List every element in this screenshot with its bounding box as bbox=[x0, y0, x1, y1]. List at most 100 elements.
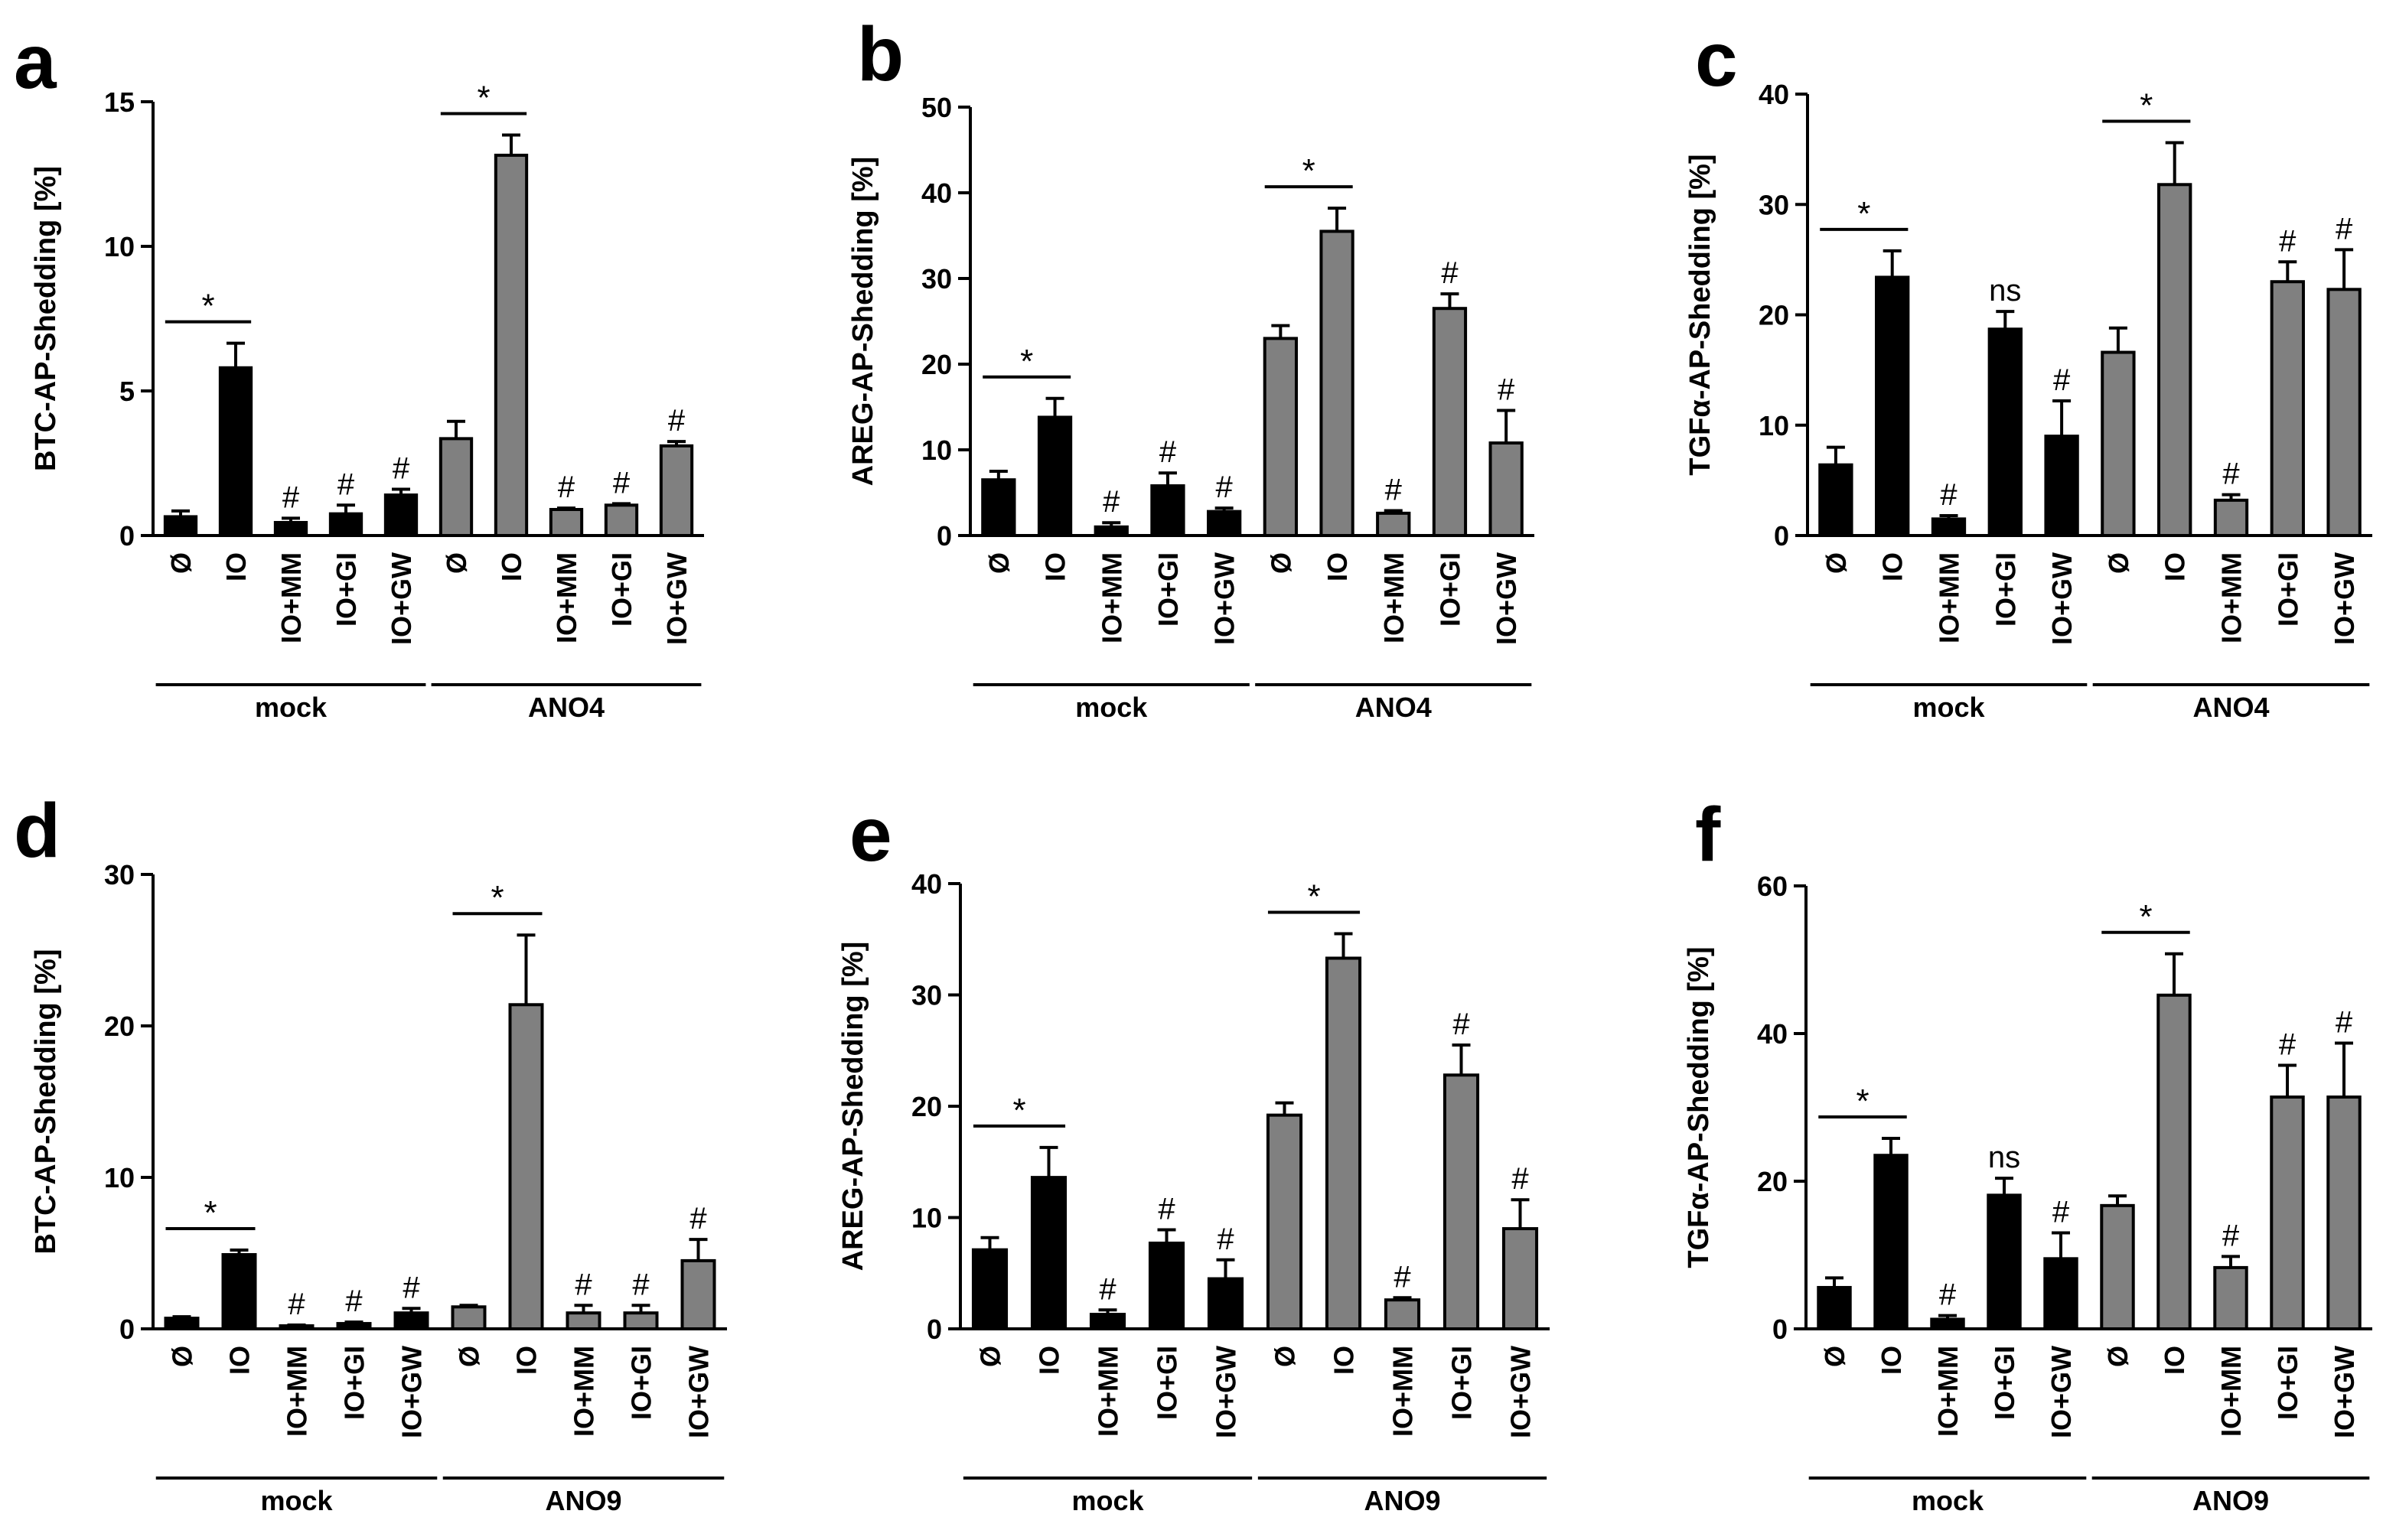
bar-ANO4-4 bbox=[659, 444, 694, 538]
bar-ANO4-4 bbox=[1488, 441, 1524, 537]
category-label: IO bbox=[224, 1346, 256, 1375]
category-label: IO+GI bbox=[331, 552, 362, 627]
bar-ANO4-3 bbox=[604, 503, 639, 537]
y-tick-label: 15 bbox=[104, 86, 135, 118]
significance-mark: # bbox=[1394, 1260, 1411, 1294]
bar-mock-3 bbox=[336, 1322, 372, 1330]
category-label: IO+GW bbox=[2329, 1346, 2360, 1438]
significance-mark: # bbox=[2222, 457, 2240, 491]
category-label: IO+GW bbox=[2329, 552, 2360, 645]
category-label: Ø bbox=[165, 552, 197, 574]
y-tick-label: 30 bbox=[104, 859, 135, 890]
category-label: IO bbox=[2160, 552, 2191, 581]
panel-label: c bbox=[1695, 17, 1738, 103]
bar-ANO9-3 bbox=[2270, 1095, 2305, 1330]
y-tick-label: 20 bbox=[911, 1091, 942, 1122]
panel-label: a bbox=[14, 19, 57, 105]
bar-ANO9-0 bbox=[1266, 1113, 1303, 1330]
panel-a: a 0 5 10 15 BTC-AP-Shedding [%] Ø IO # IO+MM # IO+G… bbox=[14, 19, 704, 723]
y-tick-label: 40 bbox=[921, 177, 952, 209]
bar-ANO9-2 bbox=[566, 1311, 601, 1330]
bar-ANO9-2 bbox=[2213, 1265, 2248, 1331]
significance-mark: # bbox=[1099, 1272, 1117, 1306]
significance-mark: # bbox=[1385, 474, 1403, 507]
significance-mark: # bbox=[345, 1284, 363, 1318]
category-label: IO+GW bbox=[683, 1346, 715, 1438]
bar-ANO9-1 bbox=[2156, 993, 2192, 1330]
group-label-ANO4: ANO4 bbox=[528, 692, 605, 723]
bar-mock-4 bbox=[393, 1311, 429, 1330]
group-label-mock: mock bbox=[255, 692, 328, 723]
y-axis-title: BTC-AP-Shedding [%] bbox=[30, 949, 62, 1255]
y-tick-label: 0 bbox=[119, 520, 135, 552]
bar-ANO9-3 bbox=[1442, 1073, 1480, 1330]
significance-star: * bbox=[2140, 86, 2153, 124]
category-label: IO bbox=[1034, 1346, 1065, 1375]
category-label: Ø bbox=[1819, 1346, 1850, 1367]
significance-mark: # bbox=[632, 1268, 650, 1301]
bar-mock-2 bbox=[273, 520, 308, 537]
category-label: IO bbox=[220, 552, 252, 581]
significance-mark: # bbox=[575, 1268, 592, 1301]
y-tick-label: 20 bbox=[1759, 300, 1789, 331]
category-label: IO+MM bbox=[275, 552, 307, 643]
y-axis-title: AREG-AP-Shedding [%] bbox=[847, 157, 879, 487]
significance-mark: # bbox=[1217, 1223, 1234, 1256]
category-label: IO bbox=[2159, 1346, 2190, 1375]
category-label: IO+MM bbox=[1387, 1346, 1419, 1437]
group-label-mock: mock bbox=[1912, 692, 1985, 723]
y-axis-title: BTC-AP-Shedding [%] bbox=[30, 166, 62, 471]
bar-mock-4 bbox=[1207, 1277, 1244, 1331]
significance-mark: # bbox=[282, 480, 300, 514]
category-label: Ø bbox=[441, 552, 472, 574]
y-tick-label: 30 bbox=[921, 263, 952, 295]
category-label: Ø bbox=[975, 1346, 1006, 1367]
y-tick-label: 10 bbox=[1759, 410, 1789, 441]
significance-mark: # bbox=[1940, 478, 1958, 512]
category-label: IO+GI bbox=[1434, 552, 1465, 627]
significance-mark: # bbox=[1452, 1008, 1470, 1041]
bar-ANO9-1 bbox=[508, 1003, 544, 1331]
category-label: Ø bbox=[167, 1346, 198, 1367]
panel-d: d 0 10 20 30 BTC-AP-Shedding [%] Ø IO # IO+MM # IO+… bbox=[14, 788, 727, 1516]
bar-mock-2 bbox=[279, 1324, 315, 1331]
bar-mock-4 bbox=[383, 493, 419, 538]
significance-mark: ns bbox=[1989, 274, 2021, 308]
bar-ANO4-2 bbox=[549, 507, 584, 537]
category-label: IO+GI bbox=[1989, 1346, 2020, 1420]
significance-mark: # bbox=[2279, 1027, 2297, 1061]
bar-ANO4-1 bbox=[2157, 183, 2192, 537]
bar-mock-2 bbox=[1094, 525, 1129, 537]
bar-ANO9-4 bbox=[1501, 1227, 1539, 1331]
significance-star: * bbox=[1020, 343, 1033, 380]
bar-ANO9-1 bbox=[1325, 956, 1362, 1330]
bar-ANO4-0 bbox=[1263, 337, 1298, 537]
panel-c: c 0 10 20 30 40 TGFα-AP-Shedding [%] Ø IO # IO+MM n… bbox=[1684, 17, 2372, 723]
category-label: IO+GW bbox=[2046, 552, 2078, 645]
y-tick-label: 10 bbox=[104, 231, 135, 262]
y-tick-label: 10 bbox=[104, 1162, 135, 1193]
bar-mock-1 bbox=[221, 1252, 257, 1330]
bar-mock-3 bbox=[1148, 1241, 1185, 1330]
significance-mark: ns bbox=[1988, 1141, 2020, 1174]
category-label: IO+GW bbox=[661, 552, 693, 645]
significance-mark: # bbox=[2052, 1196, 2070, 1229]
significance-mark: # bbox=[1441, 256, 1459, 290]
y-tick-label: 10 bbox=[921, 435, 952, 466]
group-label-ANO9: ANO9 bbox=[1364, 1485, 1440, 1516]
y-tick-label: 40 bbox=[1757, 1018, 1788, 1050]
category-label: IO+GW bbox=[386, 552, 417, 645]
y-tick-label: 20 bbox=[104, 1011, 135, 1042]
y-tick-label: 5 bbox=[119, 376, 135, 407]
y-tick-label: 50 bbox=[921, 92, 952, 123]
y-tick-label: 40 bbox=[1759, 79, 1789, 110]
category-label: Ø bbox=[2102, 1346, 2134, 1367]
group-label-ANO4: ANO4 bbox=[1355, 692, 1432, 723]
bar-mock-4 bbox=[1207, 510, 1242, 538]
panel-label: d bbox=[14, 788, 60, 874]
panel-label: e bbox=[849, 792, 892, 877]
significance-mark: # bbox=[1939, 1278, 1957, 1312]
category-label: IO+GI bbox=[606, 552, 637, 627]
category-label: IO bbox=[1322, 552, 1353, 581]
category-label: Ø bbox=[454, 1346, 485, 1367]
